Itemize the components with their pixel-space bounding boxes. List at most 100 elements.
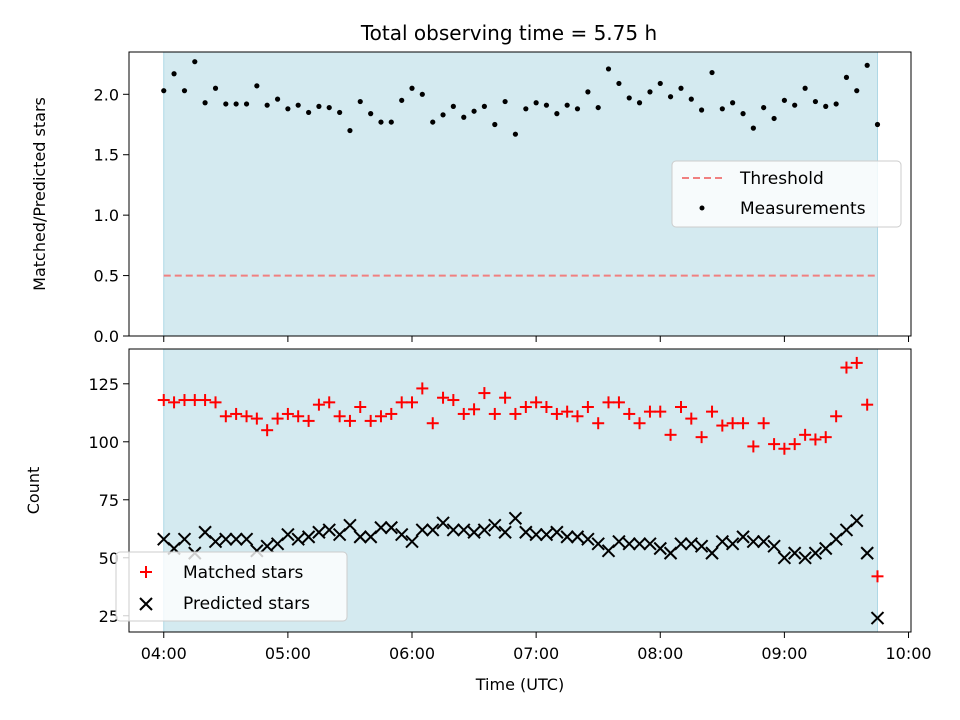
legend-predicted-swatch xyxy=(139,597,153,611)
predicted-star-point xyxy=(694,539,709,553)
predicted-star-point xyxy=(415,523,430,537)
measurement-point xyxy=(512,131,519,137)
measurement-point xyxy=(719,106,725,112)
predicted-star-point xyxy=(301,530,316,544)
matched-star-point xyxy=(354,400,367,413)
measurement-point xyxy=(626,95,632,101)
measurement-point xyxy=(471,108,477,114)
matched-star-point xyxy=(426,417,439,430)
matched-star-point xyxy=(706,405,719,418)
matched-star-point xyxy=(281,407,294,420)
predicted-star-point xyxy=(322,523,336,537)
bottom-y-axis-label: Count xyxy=(24,467,43,515)
x-axis-label: Time (UTC) xyxy=(475,675,564,694)
measurement-point xyxy=(326,104,332,111)
measurement-point xyxy=(316,103,322,109)
top-x-ticks xyxy=(163,336,910,342)
measurement-point xyxy=(802,85,808,91)
matched-star-point xyxy=(581,400,594,413)
x-tick-label: 08:00 xyxy=(637,644,683,663)
measurement-point xyxy=(274,96,281,102)
measurement-point xyxy=(440,112,446,118)
predicted-star-point xyxy=(343,518,357,533)
bottom-y-tick-label: 75 xyxy=(99,491,119,510)
predicted-star-point xyxy=(539,527,554,542)
predicted-star-point xyxy=(870,611,885,625)
top-legend: Threshold Measurements xyxy=(671,160,902,228)
measurement-point xyxy=(740,111,746,117)
matched-star-point xyxy=(871,570,884,583)
matched-star-point xyxy=(416,382,429,395)
predicted-star-point xyxy=(239,532,254,546)
matched-star-point xyxy=(188,394,201,407)
matched-star-point xyxy=(519,400,532,413)
matched-star-point xyxy=(364,414,377,427)
measurement-point xyxy=(678,85,684,91)
matched-star-point xyxy=(685,412,698,425)
top-y-axis-label: Matched/Predicted stars xyxy=(30,97,49,291)
legend-matched-swatch xyxy=(140,566,152,578)
matched-stars-points xyxy=(157,356,884,583)
measurement-point xyxy=(864,62,870,68)
matched-star-point xyxy=(561,405,574,418)
measurement-point xyxy=(223,101,229,107)
matched-star-point xyxy=(457,407,470,420)
measurement-point xyxy=(636,100,643,106)
chart-title: Total observing time = 5.75 h xyxy=(360,21,657,45)
measurement-point xyxy=(171,71,177,77)
matched-star-point xyxy=(530,396,543,409)
predicted-star-point xyxy=(353,530,367,544)
predicted-star-point xyxy=(291,532,305,546)
measurement-point xyxy=(554,111,560,117)
measurement-point xyxy=(264,102,270,108)
measurement-point xyxy=(730,100,736,106)
x-tick-label: 05:00 xyxy=(265,644,311,663)
matched-star-point xyxy=(230,407,243,420)
matched-star-point xyxy=(219,410,232,423)
x-tick-label: 10:00 xyxy=(885,644,931,663)
predicted-star-point xyxy=(312,525,326,539)
matched-star-point xyxy=(695,431,708,444)
measurement-point xyxy=(181,88,188,94)
matched-star-point xyxy=(788,438,801,451)
measurement-point xyxy=(161,88,167,94)
measurement-point xyxy=(347,127,353,134)
matched-star-point xyxy=(757,417,770,430)
measurement-point xyxy=(212,85,219,91)
top-y-ticks: 0.0 0.5 1.0 1.5 2.0 xyxy=(94,85,129,346)
matched-star-point xyxy=(488,407,501,420)
measurement-point xyxy=(698,107,705,113)
predicted-star-point xyxy=(653,541,667,556)
matched-star-point xyxy=(271,412,284,425)
predicted-star-point xyxy=(632,537,647,551)
x-tick-label: 04:00 xyxy=(141,644,187,663)
measurement-point xyxy=(761,104,767,111)
matched-star-point xyxy=(737,417,750,430)
matched-star-point xyxy=(250,412,263,425)
matched-star-point xyxy=(633,417,646,430)
measurement-point xyxy=(585,89,591,95)
matched-star-point xyxy=(168,396,181,409)
measurement-point xyxy=(647,89,653,95)
predicted-star-point xyxy=(281,527,295,542)
measurement-point xyxy=(709,69,715,76)
measurement-point xyxy=(233,101,239,107)
x-tick-label: 06:00 xyxy=(389,644,435,663)
top-y-tick-label: 1.5 xyxy=(94,146,119,165)
measurement-point xyxy=(771,115,777,122)
predicted-star-point xyxy=(777,551,792,565)
measurement-point xyxy=(781,97,787,103)
matched-star-point xyxy=(778,442,791,455)
measurement-point xyxy=(388,119,394,125)
bottom-y-tick-label: 25 xyxy=(99,607,119,626)
predicted-star-point xyxy=(715,534,730,549)
matched-star-point xyxy=(437,391,450,404)
predicted-star-point xyxy=(426,523,440,537)
bottom-y-ticks: 25 50 75 100 125 xyxy=(88,375,129,626)
measurement-point xyxy=(461,114,467,120)
matched-star-point xyxy=(209,396,222,409)
predicted-star-point xyxy=(446,523,461,537)
measurement-point xyxy=(192,59,198,65)
top-panel: 0.00.51.01.52.0 Matched/Predicted stars … xyxy=(30,51,912,346)
